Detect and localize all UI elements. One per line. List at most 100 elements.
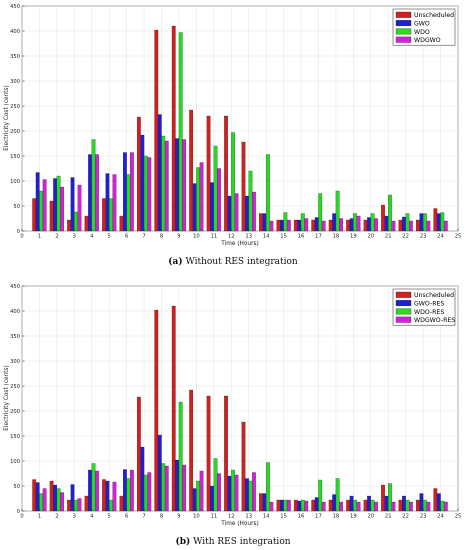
bar — [346, 499, 350, 512]
y-tick-label: 250 — [10, 104, 20, 110]
bar — [178, 401, 183, 512]
bar — [384, 495, 389, 512]
bar — [248, 480, 253, 512]
bar — [49, 480, 54, 512]
x-tick-label: 16 — [298, 514, 305, 520]
bar — [409, 220, 413, 232]
bar — [367, 495, 371, 512]
y-tick-label: 50 — [13, 204, 20, 210]
bar — [339, 218, 344, 232]
bar — [356, 215, 361, 232]
legend-entry: WDO-RES — [414, 309, 444, 316]
bar — [374, 501, 378, 512]
legend-entry: WDGWO-RES — [414, 317, 455, 324]
bar — [140, 446, 145, 512]
legend-swatch — [395, 20, 412, 27]
bar — [370, 213, 375, 232]
x-tick-label: 13 — [245, 234, 252, 240]
bar — [143, 474, 148, 512]
x-tick-label: 25 — [455, 234, 462, 240]
bar — [436, 493, 441, 512]
bar — [321, 501, 326, 512]
bar — [196, 480, 201, 512]
bar — [213, 458, 218, 512]
legend-entry: Unscheduled — [414, 292, 454, 299]
bar — [130, 469, 134, 512]
x-tick-label: 10 — [193, 514, 200, 520]
bar — [269, 501, 274, 512]
y-ticks-a: 0 50 100 150 200 250 300 350 400 450 — [10, 4, 25, 235]
bar — [74, 211, 78, 232]
y-tick-label: 250 — [10, 384, 20, 390]
plot-area-a — [21, 5, 459, 232]
x-tick-label: 9 — [177, 234, 180, 240]
plot-area-b — [21, 285, 459, 512]
bar — [84, 215, 89, 232]
bar — [409, 501, 413, 512]
bar — [279, 219, 284, 232]
bar — [335, 478, 340, 512]
x-tick-label: 24 — [437, 514, 444, 520]
bar — [419, 493, 424, 512]
bar — [339, 501, 344, 512]
x-tick-label: 13 — [245, 514, 252, 520]
bar — [147, 157, 152, 232]
bar — [276, 499, 281, 512]
x-tick-label: 15 — [280, 234, 287, 240]
x-tick-label: 8 — [160, 234, 163, 240]
bar — [405, 213, 410, 232]
x-tick-label: 1 — [38, 514, 41, 520]
bar — [112, 481, 117, 512]
bar — [314, 497, 319, 512]
bars-a — [32, 25, 448, 232]
bar — [321, 220, 326, 232]
bar — [381, 484, 385, 512]
bar — [88, 154, 92, 232]
bar — [161, 463, 166, 512]
x-tick-label: 20 — [367, 514, 374, 520]
bar — [56, 175, 61, 232]
x-tick-label: 5 — [108, 234, 111, 240]
x-tick-label: 3 — [73, 514, 76, 520]
x-tick-label: 4 — [90, 514, 94, 520]
x-ticks-a: 0 1 2 3 4 5 6 7 8 9 10 11 12 13 14 15 16 17 18 19 20 21 22 23 24… — [20, 228, 462, 240]
bar — [210, 485, 214, 512]
bar — [286, 219, 291, 232]
bar — [370, 499, 375, 512]
bar — [349, 495, 354, 512]
bar — [112, 174, 117, 232]
bar — [231, 469, 235, 512]
bar — [77, 184, 82, 232]
bar — [231, 132, 235, 232]
bar — [440, 212, 445, 232]
x-tick-label: 17 — [315, 514, 322, 520]
y-tick-label: 450 — [10, 4, 20, 10]
bar — [398, 219, 403, 232]
bar — [384, 215, 389, 232]
bar — [241, 421, 246, 512]
y-tick-label: 300 — [10, 359, 20, 365]
bar — [234, 193, 239, 232]
bar — [363, 219, 368, 232]
x-tick-label: 11 — [211, 514, 218, 520]
legend-swatch — [395, 28, 412, 35]
bar — [123, 152, 127, 232]
bar — [42, 488, 47, 512]
bar — [224, 115, 228, 232]
bar — [123, 469, 127, 512]
bar — [136, 396, 141, 512]
x-tick-label: 4 — [90, 234, 94, 240]
legend-swatch — [395, 11, 412, 18]
bar — [67, 499, 71, 512]
bar — [304, 500, 309, 512]
bar — [70, 177, 75, 232]
bar — [77, 498, 82, 512]
bar — [32, 198, 37, 232]
legend-entry: Unscheduled — [414, 12, 454, 19]
bar — [164, 465, 169, 512]
bar — [189, 389, 194, 512]
bar — [311, 219, 316, 232]
x-axis-label-a: Time (Hours) — [220, 241, 259, 247]
bar — [391, 501, 396, 512]
